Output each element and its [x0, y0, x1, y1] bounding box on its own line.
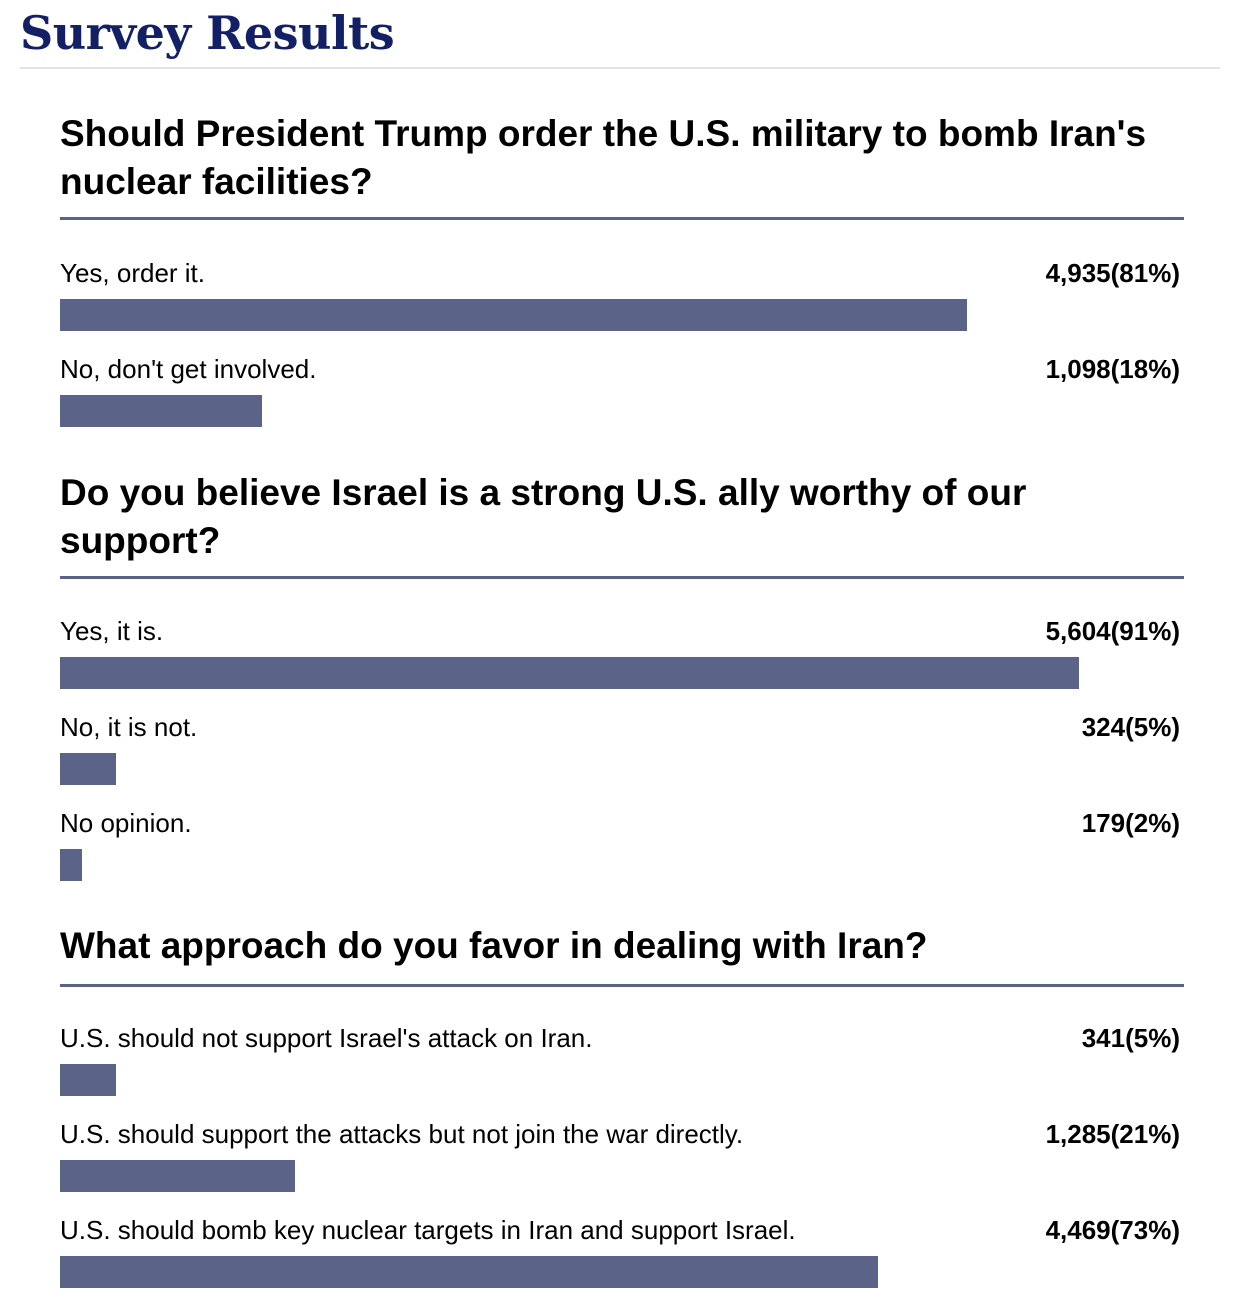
q1-answer-2-label: No, don't get involved.: [60, 354, 317, 384]
question-3-divider: [60, 984, 1184, 987]
q3-answer-1-bar: [60, 1064, 1184, 1096]
q2-answer-3-label: No opinion.: [60, 808, 192, 838]
q2-answer-2-count: 324(5%): [1081, 712, 1180, 742]
q3-answer-3-bar: [60, 1256, 1184, 1288]
q3-answer-2-count: 1,285(21%): [1045, 1119, 1180, 1149]
q2-answer-1-label: Yes, it is.: [60, 616, 164, 646]
q3-answer-1-count: 341(5%): [1081, 1023, 1180, 1053]
question-3-title: What approach do you favor in dealing wi…: [60, 925, 928, 966]
q2-answer-1-bar: [60, 657, 1184, 689]
page-title: Survey Results: [20, 6, 395, 60]
q1-answer-1-bar: [60, 299, 1184, 331]
q3-answer-2-bar-fill: [60, 1160, 295, 1192]
q3-answer-1-label: U.S. should not support Israel's attack …: [60, 1023, 593, 1053]
q2-answer-1-bar-fill: [60, 657, 1079, 689]
q1-answer-1-count: 4,935(81%): [1045, 258, 1180, 288]
q2-answer-1-count: 5,604(91%): [1045, 616, 1180, 646]
q2-answer-2-bar: [60, 753, 1184, 785]
title-divider: [20, 67, 1220, 69]
q3-answer-3-count: 4,469(73%): [1045, 1215, 1180, 1245]
question-1-divider: [60, 217, 1184, 220]
question-1-title: Should President Trump order the U.S. mi…: [60, 113, 1147, 202]
q1-answer-2-count: 1,098(18%): [1045, 354, 1180, 384]
q1-answer-2-bar-fill: [60, 395, 262, 427]
question-2-divider: [60, 576, 1184, 579]
q3-answer-3-label: U.S. should bomb key nuclear targets in …: [60, 1215, 796, 1245]
q3-answer-2-label: U.S. should support the attacks but not …: [60, 1119, 744, 1149]
question-2-title: Do you believe Israel is a strong U.S. a…: [60, 472, 1027, 561]
q2-answer-3-count: 179(2%): [1081, 808, 1180, 838]
q3-answer-1-bar-fill: [60, 1064, 116, 1096]
q2-answer-2-label: No, it is not.: [60, 712, 198, 742]
q2-answer-3-bar-fill: [60, 849, 82, 881]
q3-answer-2-bar: [60, 1160, 1184, 1192]
q3-answer-3-bar-fill: [60, 1256, 878, 1288]
q2-answer-3-bar: [60, 849, 1184, 881]
q2-answer-2-bar-fill: [60, 753, 116, 785]
q1-answer-2-bar: [60, 395, 1184, 427]
q1-answer-1-bar-fill: [60, 299, 967, 331]
q1-answer-1-label: Yes, order it.: [60, 258, 206, 288]
